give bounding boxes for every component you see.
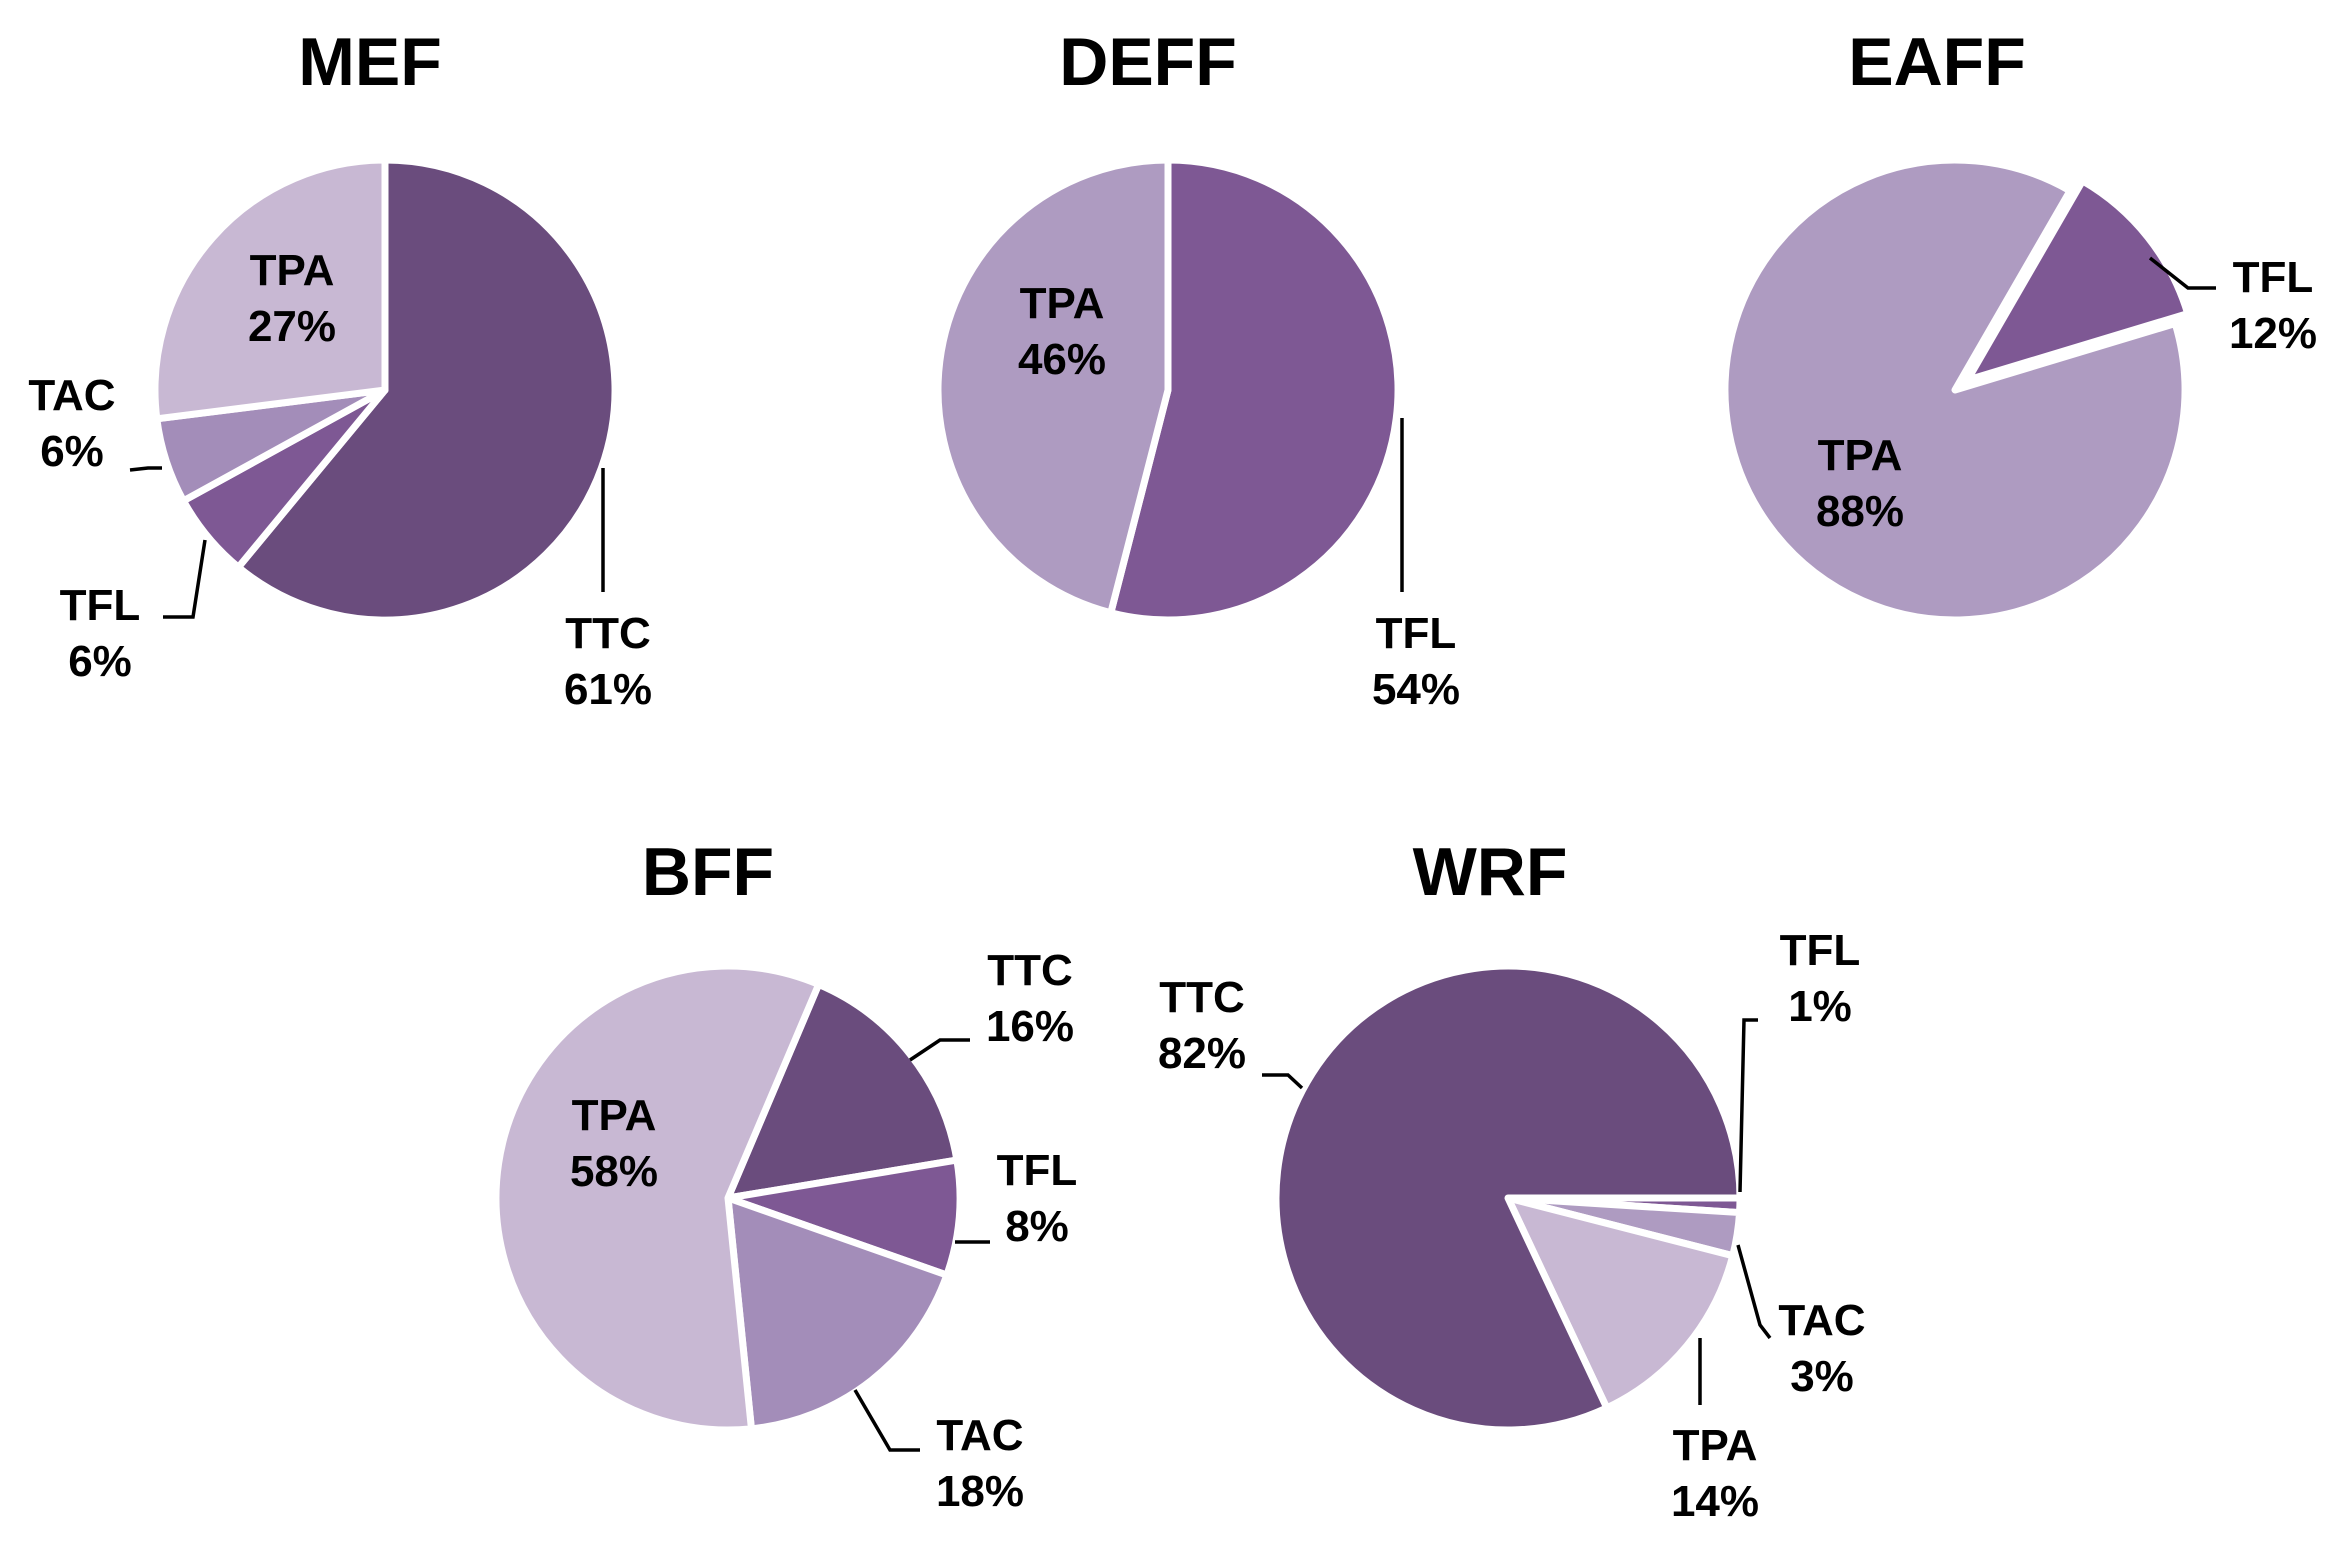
slice-label-name: TAC [1778,1296,1865,1345]
pie-slice-ttc [724,980,961,1202]
slice-label-percent: 46% [1018,335,1106,384]
pie-chart-eaff: EAFF TFL 12% TPA 88% [1721,24,2317,624]
slice-label-percent: 8% [1005,1202,1069,1251]
slice-label-name: TPA [1818,431,1903,480]
leader-line [1738,1018,1758,1193]
slice-label-name: TPA [250,246,335,295]
pie-chart-wrf: WRF TFL 1% TAC 3% TPA 14% TTC 82% [1158,834,1866,1526]
slice-label-percent: 12% [2229,309,2317,358]
leader-line [2148,256,2216,290]
slice-label-name: TPA [1673,1421,1758,1470]
slice-label-percent: 88% [1816,487,1904,536]
slice-label-name: TFL [60,581,141,630]
pie-chart-deff: DEFF TFL 54% TPA 46% [934,24,1460,714]
pie-chart-mef: MEF TTC 61% TFL 6% TAC 6% TPA 27% [28,24,652,714]
slice-label-name: TTC [987,946,1073,995]
slice-label-name: TTC [565,609,651,658]
slice-label-percent: 27% [248,302,336,351]
slice-label-percent: 1% [1788,982,1852,1031]
leader-line [1736,1244,1772,1340]
leader-line [853,1389,920,1452]
pie-slice-tpa [492,962,823,1434]
slice-label-percent: 14% [1671,1477,1759,1526]
slice-label-name: TTC [1159,973,1245,1022]
chart-title: MEF [298,24,442,100]
slice-label-percent: 16% [986,1002,1074,1051]
slice-label-name: TPA [572,1091,657,1140]
slice-label-name: TFL [997,1146,1078,1195]
slice-label-name: TFL [2233,253,2314,302]
pie-slice-tfl [724,1156,964,1279]
slice-label-name: TFL [1376,609,1457,658]
pie-slice-tpa [151,156,389,423]
leader-line [909,1038,970,1062]
slice-label-name: TAC [936,1411,1023,1460]
slice-label-name: TPA [1020,279,1105,328]
slice-label-percent: 18% [936,1467,1024,1516]
pie-slice-ttc [234,156,619,624]
slice-label-percent: 3% [1790,1352,1854,1401]
slice-label-percent: 6% [40,427,104,476]
pie-slice-tpa [1504,1194,1737,1412]
pie-slice-ttc [1272,962,1744,1434]
slice-label-name: TFL [1780,926,1861,975]
pie-slice-tfl [1964,177,2192,384]
pie-slice-tpa [934,156,1172,617]
slice-label-percent: 54% [1372,665,1460,714]
leader-line [1262,1073,1304,1090]
pie-chart-bff: BFF TTC 16% TFL 8% TAC 18% TPA 58% [492,834,1078,1516]
slice-label-percent: 82% [1158,1029,1246,1078]
chart-title: WRF [1413,834,1568,910]
slice-label-percent: 6% [68,637,132,686]
leader-line [163,539,207,619]
chart-title: DEFF [1059,24,1237,100]
chart-title: EAFF [1848,24,2026,100]
slice-label-percent: 58% [570,1147,658,1196]
pie-slice-tfl [1107,156,1402,624]
pie-slice-tac [724,1194,951,1433]
chart-title: BFF [642,834,774,910]
slice-label-percent: 61% [564,665,652,714]
pie-slice-tpa [1721,156,2189,624]
leader-line [129,466,162,472]
slice-label-name: TAC [28,371,115,420]
